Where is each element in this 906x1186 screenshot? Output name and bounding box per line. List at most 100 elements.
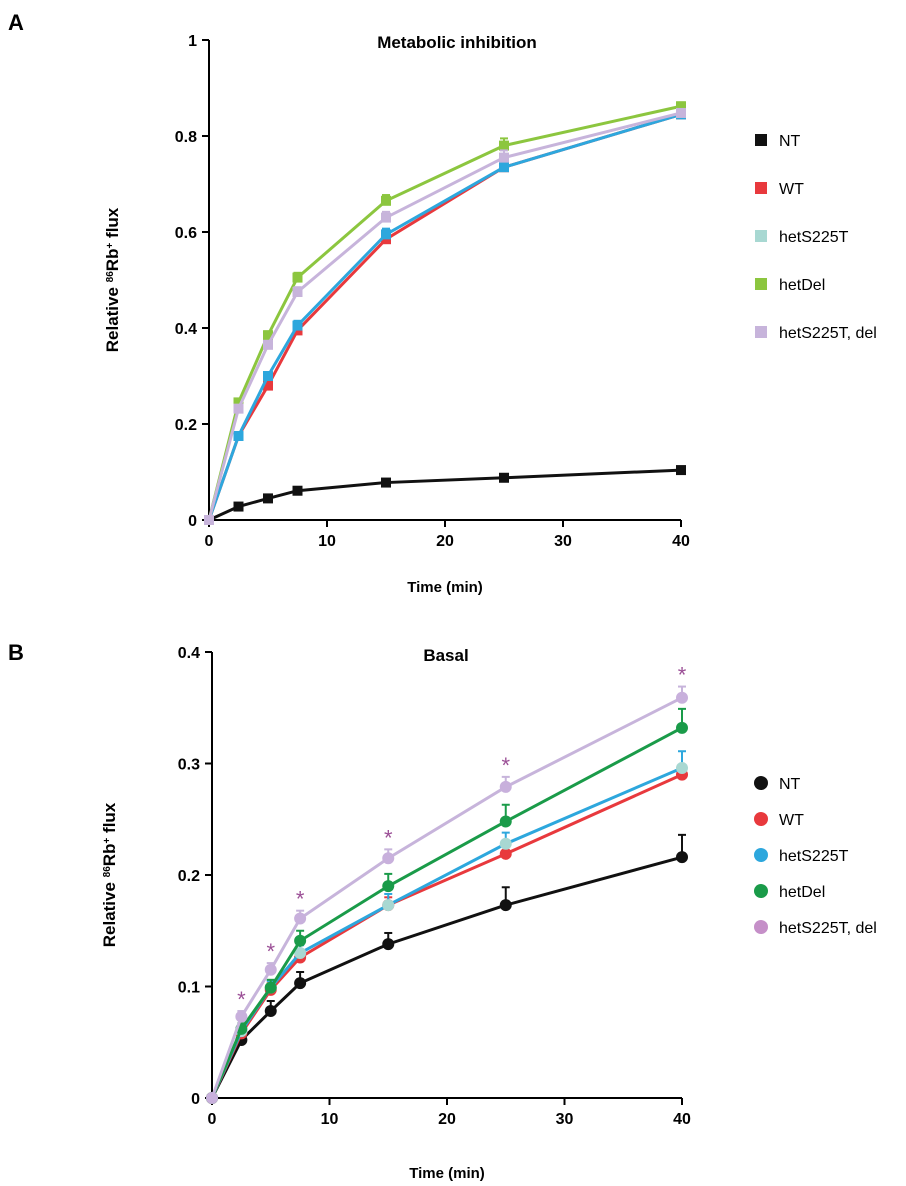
panel-a-legend-swatch [755,182,767,194]
panel-b-series-hets225t-del [206,685,688,1104]
panel-b-series-hets225t-del-line [210,696,683,1099]
panel-b-significance-star: * [266,939,275,964]
panel-b-legend-swatch [754,920,768,934]
panel-b-significance-star: * [296,887,305,912]
panel-b-y-tick-label: 0 [191,1091,200,1108]
panel-b-series-nt-point [382,938,395,951]
panel-a-letter: A [8,10,24,35]
panel-a-series-hetdel-line [207,104,682,521]
panel-a-series-hets225t-point [381,229,391,240]
panel-b-series-nt-point [294,977,307,990]
panel-a-series-nt-point [292,485,303,496]
panel-b-series-nt-point [264,1005,277,1018]
panel-b-y-tick-label: 0.3 [178,757,200,774]
panel-a-y-tick-label: 0.6 [175,225,197,242]
panel-b-series-nt-point [676,851,688,864]
panel-a-series-nt-point [499,472,509,483]
panel-a-legend-label: hetS225T [779,229,849,246]
panel-a-legend-swatch [755,326,767,338]
panel-b-series-hets225t-point [676,761,688,774]
panel-b-y-tick-label: 0.1 [178,980,200,997]
panel-b-series-hetdel-point [294,934,307,947]
panel-b-x-tick-label: 30 [556,1111,574,1128]
panel-b-significance-star: * [384,825,393,850]
panel-a-legend-label: hetDel [779,277,825,294]
panel-b-legend-label: hetS225T, del [779,920,877,937]
panel-a-legend-swatch [755,134,767,146]
panel-a-legend-swatch [755,230,767,242]
panel-b-legend: NT WT hetS225T hetDel hetS225T, del [754,776,877,937]
panel-a-x-tick-label: 0 [205,533,214,550]
panel-b-legend-swatch [754,848,768,862]
panel-a-series-hets225t-point [263,371,273,381]
panel-a-series-wt-line [207,112,682,521]
panel-b-series-hets225t-del-point [206,1092,218,1104]
panel-b-letter: B [8,640,24,665]
panel-b-plot-area: 0 0.1 0.2 0.3 0.4 0 10 20 30 40 * * * * * * [178,645,691,1128]
panel-b-legend-label: NT [779,776,801,793]
panel-a-legend-item: WT [755,181,804,198]
panel-b-legend-item: NT [754,776,801,793]
panel-a-y-axis-label: Relative 86Rb+ flux [103,207,122,352]
panel-b-x-tick-label: 10 [321,1111,339,1128]
panel-a-legend-label: NT [779,133,801,150]
panel-b-series-hetdel-line [210,726,683,1099]
panel-a-series-nt-point [263,493,273,504]
panel-b-series-wt-point [499,847,512,860]
panel-a-series-wt-point [263,380,273,391]
panel-a-series-hets225t-del-point [204,515,214,525]
panel-a-series-nt [204,465,686,525]
panel-b-legend-swatch [754,812,768,826]
panel-a-series-hets225t-del-point [499,152,509,163]
panel-a-y-tick-label: 0.8 [175,129,197,146]
panel-b-legend-swatch [754,776,768,790]
panel-b-legend-label: WT [779,812,804,829]
panel-b-series-hetdel-point [676,721,688,734]
panel-a-x-tick-label: 10 [318,533,336,550]
panel-a-series-nt-line [208,468,682,522]
panel-a-series-hets225t-point [292,320,303,331]
panel-a-series-hetdel-point [676,101,686,112]
panel-a-y-tick-label: 0 [188,513,197,530]
panel-b-series-hets225t-del-point [264,963,277,976]
panel-b-legend-item: hetS225T [754,848,849,865]
panel-a-plot-area: 00.20.40.60.810 10 20 30 40 [175,33,690,550]
panel-b-series-hets225t-point [294,947,307,960]
panel-b-legend-swatch [754,884,768,898]
panel-a-y-tick-label: 0.4 [175,321,197,338]
panel-b-series-nt-point [499,899,512,912]
panel-a-x-axis-label: Time (min) [407,579,483,596]
panel-a-series-hets225t-del-point [292,287,303,297]
panel-a-legend-label: WT [779,181,804,198]
panel-b-significance-star: * [678,663,687,688]
panel-b-title: Basal [423,646,468,665]
panel-a-series-hetdel-point [263,330,273,341]
panel-b-x-tick-label: 0 [208,1111,217,1128]
panel-b-legend-label: hetS225T [779,848,849,865]
panel-a-series-hetdel-point [233,397,244,408]
panel-b-legend-item: hetS225T, del [754,920,877,937]
panel-b-series-hets225t-del-point [382,852,395,865]
panel-a-x-tick-label: 20 [436,533,454,550]
panel-b-series-hets225t-point [499,837,512,850]
panel-a-series-hets225t-line [207,112,682,521]
panel-a-series-hets225t-point [499,162,509,173]
panel-b-x-axis-label: Time (min) [409,1165,485,1182]
panel-a-series-nt-point [233,501,244,512]
panel-b-significance-star: * [501,753,510,778]
panel-a-legend-label: hetS225T, del [779,325,877,342]
panel-b-series-hets225t-del-point [294,912,307,925]
panel-a-series-hets225t-del [204,107,686,525]
panel-b-series-hetdel-point [264,981,277,994]
panel-b-y-tick-label: 0.4 [178,645,200,662]
panel-a-x-tick-label: 30 [554,533,572,550]
panel-a-series-hets225t [204,108,686,525]
panel-a-legend-item: hetDel [755,277,825,294]
panel-a-series-hets225t-del-point [263,339,273,350]
panel-b-y-tick-label: 0.2 [178,868,200,885]
panel-a-series-hets225t-del-point [233,403,244,414]
panel-b-series-hets225t-del-point [676,691,688,704]
panel-b-legend-item: hetDel [754,884,825,901]
panel-a-series-hetdel-point [381,195,391,206]
